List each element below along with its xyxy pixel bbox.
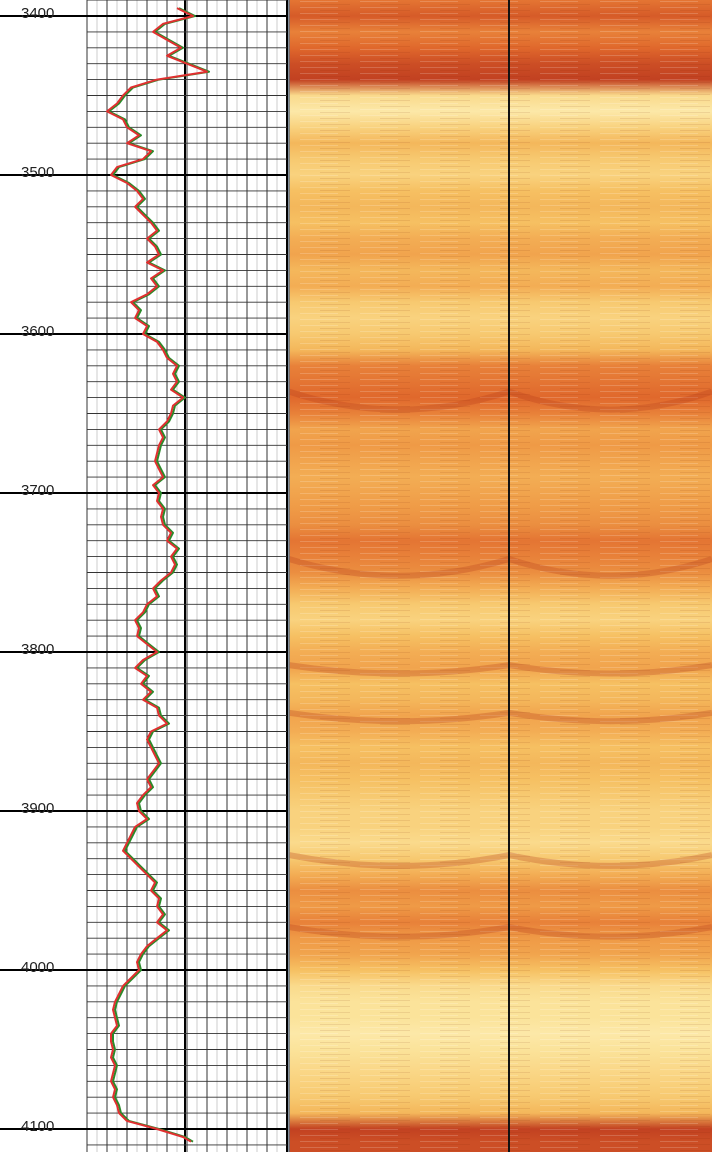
bedding-arc [507, 388, 712, 413]
bedding-arc [288, 388, 510, 413]
bedding-arc [508, 852, 712, 869]
bedding-arc [508, 662, 712, 677]
red-log-curve [106, 7, 208, 1143]
depth-tick-label: 4100 [21, 1118, 55, 1135]
depth-tick-label: 3500 [21, 164, 55, 181]
green-log-curve [108, 7, 210, 1143]
depth-tick-label: 3600 [21, 323, 55, 340]
depth-tick-label: 3800 [21, 641, 55, 658]
bedding-arc [288, 709, 510, 725]
depth-tick-label: 3700 [21, 482, 55, 499]
depth-tick-label: 3400 [21, 5, 55, 22]
bedding-arc [288, 852, 510, 869]
bedding-arc [508, 556, 712, 579]
depth-tick-label: 4000 [21, 959, 55, 976]
bedding-arc [508, 924, 712, 940]
bedding-arc [288, 662, 510, 677]
bedding-arc [508, 709, 712, 725]
depth-tick-label: 3900 [21, 800, 55, 817]
bedding-arc [288, 924, 510, 940]
image-track-texture [289, 0, 712, 1152]
bedding-arc [288, 556, 510, 579]
